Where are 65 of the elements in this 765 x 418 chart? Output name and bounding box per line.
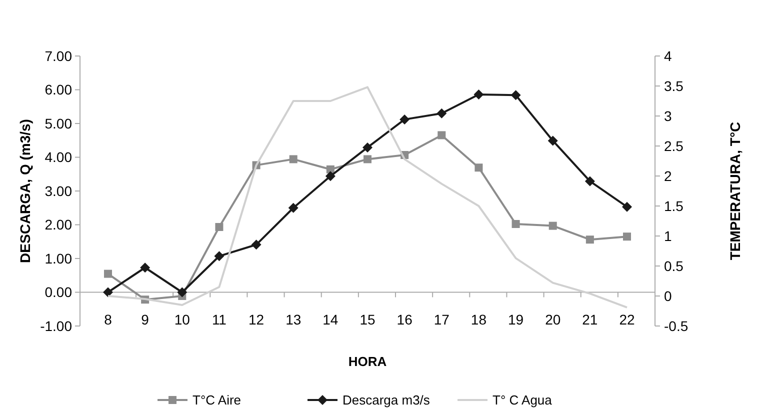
y2-tick-label: -0.5 — [664, 318, 688, 334]
x-tick-label: 11 — [212, 312, 227, 328]
legend-label: T° C Agua — [492, 392, 553, 408]
point — [474, 164, 483, 172]
point — [325, 171, 336, 182]
point — [251, 240, 262, 250]
point — [400, 114, 410, 124]
x-tick-label: 21 — [582, 312, 598, 328]
x-tick-label: 19 — [508, 312, 524, 328]
point — [623, 232, 631, 241]
y-tick-label: 3.00 — [44, 182, 72, 199]
point — [586, 236, 594, 244]
point — [214, 251, 224, 262]
y2-tick-label: 4 — [664, 48, 672, 64]
y-tick-label: 6.00 — [44, 82, 72, 98]
x-tick-label: 12 — [248, 312, 264, 328]
point — [510, 90, 521, 100]
point — [177, 287, 188, 298]
point — [512, 220, 520, 228]
y-tick-label: 7.00 — [44, 48, 72, 64]
y2-tick-label: 1.5 — [664, 198, 684, 214]
y2-tick-label: 3 — [664, 108, 672, 124]
point — [474, 89, 484, 100]
x-tick-label: 14 — [322, 312, 338, 328]
x-tick-label: 17 — [434, 312, 450, 328]
x-tick-label: 22 — [619, 312, 635, 328]
x-tick-label: 9 — [141, 312, 150, 328]
y2-axis-title: TEMPERATURA, T°C — [727, 122, 743, 260]
point — [140, 262, 150, 273]
point — [622, 202, 632, 212]
point — [438, 131, 446, 140]
x-tick-label: 10 — [174, 312, 190, 328]
y-tick-label: 0.00 — [44, 284, 72, 300]
x-tick-label: 20 — [545, 312, 561, 328]
point — [289, 155, 298, 164]
x-tick-label: 13 — [286, 312, 302, 328]
point — [362, 142, 372, 152]
legend-label: T°C Aire — [192, 392, 242, 408]
x-tick-label: 15 — [360, 312, 376, 328]
x-axis-title: HORA — [348, 354, 388, 369]
x-tick-label: 18 — [470, 312, 487, 328]
point — [215, 223, 224, 231]
y2-tick-label: 0 — [664, 288, 672, 304]
point — [104, 270, 112, 278]
y2-tick-label: 1 — [664, 228, 672, 244]
point — [548, 136, 558, 146]
y-tick-label: 4.00 — [44, 149, 72, 166]
y-tick-label: 2.00 — [44, 216, 72, 233]
point — [364, 155, 372, 164]
point — [584, 176, 595, 186]
x-tick-label: 16 — [396, 312, 413, 328]
y-tick-label: -1.00 — [40, 318, 72, 334]
point — [436, 108, 447, 118]
legend-label: Descarga m3/s — [342, 392, 430, 408]
y2-tick-label: 2.5 — [664, 138, 684, 154]
y2-tick-label: 3.5 — [664, 78, 684, 94]
y2-tick-label: 2 — [664, 168, 672, 184]
y-tick-label: 1.00 — [44, 250, 72, 266]
y2-tick-label: 0.5 — [664, 258, 684, 274]
point — [548, 222, 557, 230]
point — [288, 202, 298, 213]
y-tick-label: 5.00 — [44, 115, 72, 132]
point — [103, 287, 113, 298]
x-tick-label: 8 — [104, 312, 112, 328]
y-axis-title: DESCARGA, Q (m3/s) — [17, 119, 33, 263]
